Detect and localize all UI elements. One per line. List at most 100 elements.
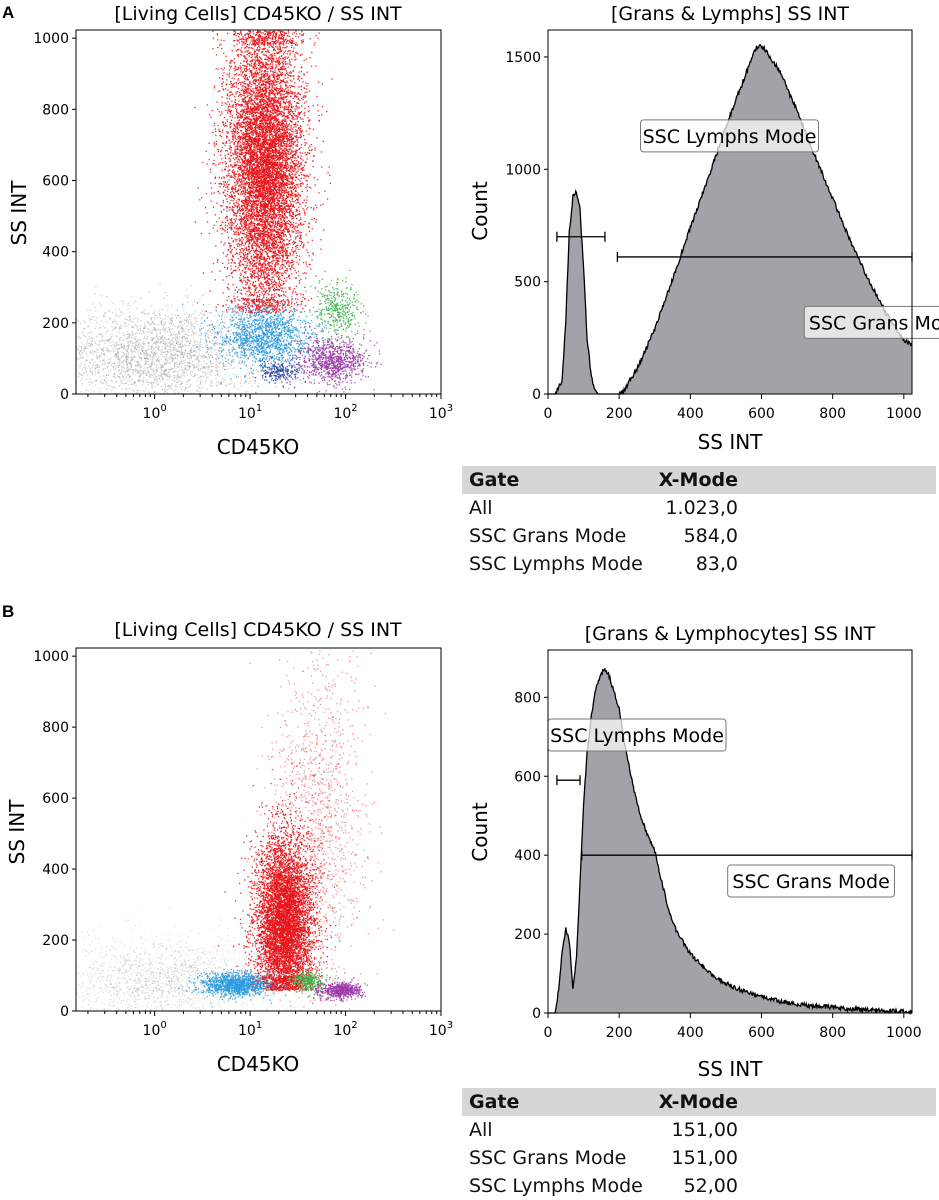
data-point bbox=[224, 242, 226, 244]
data-point bbox=[221, 378, 223, 380]
data-point bbox=[242, 319, 244, 322]
data-point bbox=[199, 345, 201, 348]
data-point bbox=[278, 252, 281, 254]
data-point bbox=[204, 368, 206, 370]
data-point bbox=[153, 352, 155, 355]
data-point bbox=[129, 388, 131, 390]
data-point bbox=[138, 365, 140, 367]
data-point bbox=[164, 323, 166, 325]
data-point bbox=[199, 327, 201, 330]
data-point bbox=[275, 189, 277, 192]
data-point bbox=[223, 339, 225, 341]
data-point bbox=[189, 355, 191, 357]
data-point bbox=[156, 359, 158, 361]
data-point bbox=[224, 365, 227, 367]
data-point bbox=[270, 118, 273, 120]
data-point bbox=[212, 340, 214, 342]
data-point bbox=[155, 368, 157, 371]
data-point bbox=[286, 80, 288, 82]
data-point bbox=[272, 149, 275, 152]
data-point bbox=[158, 356, 160, 359]
data-point bbox=[125, 349, 127, 351]
data-point bbox=[212, 363, 214, 365]
data-point bbox=[161, 388, 163, 390]
data-point bbox=[305, 154, 307, 156]
data-point bbox=[128, 381, 130, 383]
data-point bbox=[260, 135, 262, 137]
data-point bbox=[165, 305, 167, 307]
data-point bbox=[183, 335, 185, 338]
data-point bbox=[297, 194, 300, 196]
data-point bbox=[186, 288, 188, 291]
data-point bbox=[238, 179, 240, 181]
data-point bbox=[252, 134, 254, 136]
data-point bbox=[257, 208, 259, 210]
data-point bbox=[90, 359, 93, 361]
data-point bbox=[118, 327, 121, 329]
data-point bbox=[269, 283, 271, 285]
data-point bbox=[297, 229, 299, 232]
data-point bbox=[256, 307, 258, 309]
data-point bbox=[159, 364, 162, 366]
data-point bbox=[132, 350, 134, 353]
data-point bbox=[116, 323, 118, 325]
data-point bbox=[102, 359, 104, 362]
data-point bbox=[126, 341, 129, 343]
data-point bbox=[184, 361, 186, 364]
data-point bbox=[139, 376, 141, 378]
data-point bbox=[185, 320, 188, 322]
data-point bbox=[289, 136, 291, 138]
data-point bbox=[113, 373, 116, 375]
data-point bbox=[230, 122, 232, 124]
data-point bbox=[239, 324, 242, 326]
data-point bbox=[120, 344, 122, 346]
data-point bbox=[148, 343, 150, 345]
data-point bbox=[209, 329, 211, 331]
data-point bbox=[238, 138, 240, 140]
data-point bbox=[263, 170, 265, 173]
data-point bbox=[84, 347, 86, 350]
data-point bbox=[227, 368, 229, 370]
data-point bbox=[181, 348, 183, 350]
data-point bbox=[148, 330, 150, 333]
data-point bbox=[273, 200, 275, 202]
data-point bbox=[242, 64, 244, 67]
data-point bbox=[275, 143, 277, 145]
data-point bbox=[277, 232, 280, 234]
data-point bbox=[108, 361, 110, 363]
data-point bbox=[192, 345, 194, 347]
data-point bbox=[173, 350, 175, 352]
data-point bbox=[260, 220, 262, 222]
data-point bbox=[273, 60, 275, 62]
data-point bbox=[129, 368, 131, 370]
data-point bbox=[112, 329, 114, 331]
data-point bbox=[266, 297, 268, 299]
data-point bbox=[124, 378, 126, 380]
data-point bbox=[264, 223, 266, 226]
data-point bbox=[280, 86, 282, 88]
data-point bbox=[223, 229, 225, 231]
data-point bbox=[168, 368, 170, 370]
data-point bbox=[173, 361, 175, 364]
data-point bbox=[159, 321, 162, 323]
data-point bbox=[172, 323, 174, 326]
data-point bbox=[259, 86, 262, 88]
data-point bbox=[245, 83, 247, 85]
data-point bbox=[305, 325, 307, 328]
data-point bbox=[90, 362, 92, 364]
data-point bbox=[104, 354, 106, 356]
data-point bbox=[252, 140, 254, 143]
data-point bbox=[165, 389, 168, 391]
data-point bbox=[96, 322, 98, 324]
data-point bbox=[305, 304, 307, 307]
data-point bbox=[252, 208, 255, 210]
data-point bbox=[137, 344, 140, 346]
data-point bbox=[247, 138, 249, 141]
data-point bbox=[113, 373, 115, 375]
data-point bbox=[95, 319, 97, 321]
data-point bbox=[164, 385, 167, 388]
data-point bbox=[155, 366, 157, 368]
data-point bbox=[227, 350, 229, 352]
data-point bbox=[102, 382, 105, 384]
data-point bbox=[115, 315, 117, 318]
